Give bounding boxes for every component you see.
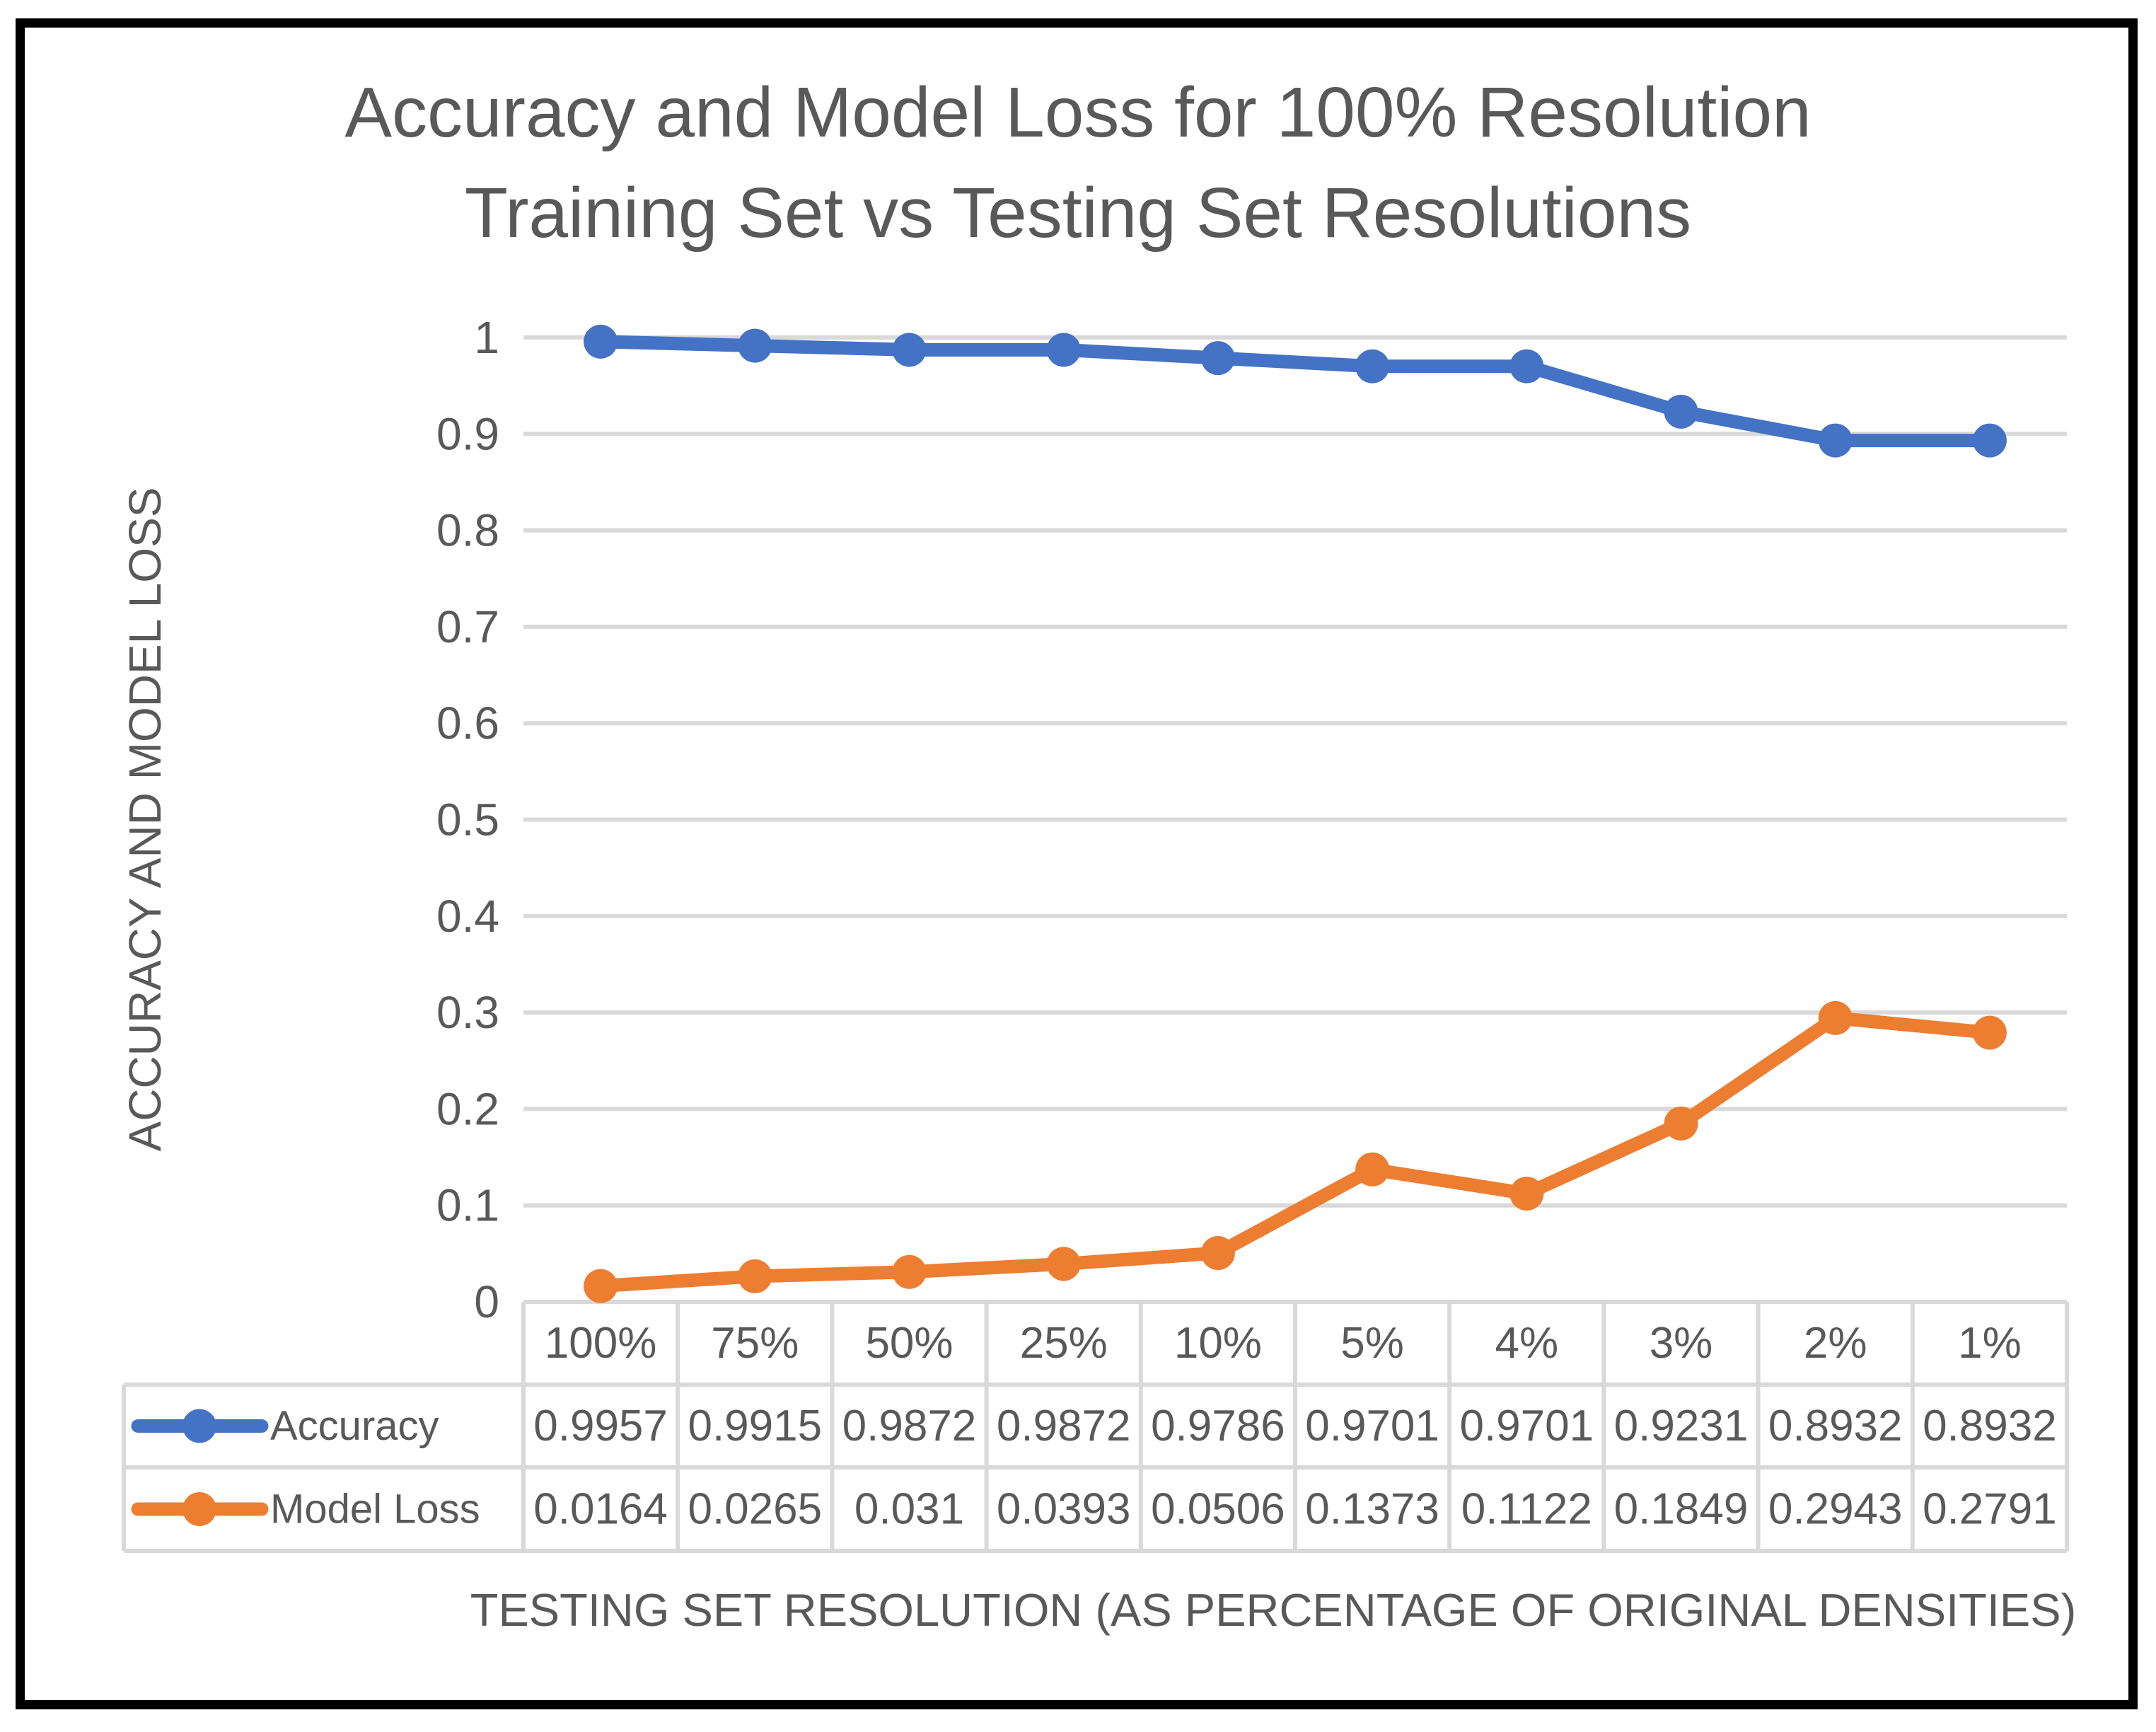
x-category-label: 5% [1340, 1319, 1404, 1368]
data-point [1972, 423, 2007, 458]
table-value: 0.1849 [1614, 1485, 1749, 1534]
data-point [1664, 394, 1698, 429]
data-point [1046, 1247, 1081, 1281]
legend-label: Accuracy [270, 1403, 439, 1449]
table-value: 0.0164 [533, 1485, 668, 1534]
legend-key-marker [182, 1409, 216, 1443]
table-value: 0.031 [854, 1485, 964, 1534]
data-point [1972, 1015, 2007, 1050]
table-value: 0.0506 [1151, 1485, 1285, 1534]
table-value: 0.9786 [1151, 1402, 1285, 1450]
y-tick-label: 0.7 [436, 601, 499, 652]
data-point [892, 333, 927, 367]
chart-title-line-2: Training Set vs Testing Set Resolutions [464, 173, 1692, 253]
x-category-label: 3% [1650, 1319, 1713, 1368]
y-tick-label: 0.2 [436, 1083, 499, 1134]
x-category-label: 4% [1495, 1319, 1558, 1368]
data-point [738, 1259, 772, 1293]
y-tick-label: 0.6 [436, 698, 499, 749]
y-tick-label: 0.9 [436, 408, 499, 459]
table-value: 0.9957 [533, 1402, 668, 1450]
y-tick-label: 1 [474, 312, 499, 363]
y-tick-label: 0 [474, 1276, 499, 1327]
data-point [1355, 1152, 1390, 1187]
data-point [1818, 1000, 1853, 1035]
data-point [1046, 333, 1081, 367]
data-point [1509, 349, 1544, 383]
table-value: 0.9701 [1459, 1402, 1594, 1450]
table-value: 0.9231 [1614, 1402, 1749, 1450]
table-value: 0.0265 [688, 1485, 822, 1534]
y-tick-label: 0.1 [436, 1180, 499, 1231]
chart-title-line-1: Accuracy and Model Loss for 100% Resolut… [344, 73, 1812, 152]
data-point [1200, 341, 1235, 376]
data-point [1509, 1177, 1544, 1211]
y-tick-label: 0.3 [436, 987, 499, 1038]
data-point [584, 324, 618, 359]
data-point [738, 328, 772, 363]
chart-outer-border [16, 18, 2138, 1709]
chart-title: Accuracy and Model Loss for 100% Resolut… [0, 62, 2156, 263]
table-value: 0.1122 [1461, 1485, 1592, 1534]
table-value: 0.8932 [1768, 1402, 1903, 1450]
table-value: 0.1373 [1305, 1485, 1439, 1534]
x-category-label: 25% [1020, 1319, 1108, 1368]
table-value: 0.2791 [1923, 1485, 2057, 1534]
data-point [584, 1269, 618, 1303]
x-category-label: 2% [1804, 1319, 1867, 1368]
y-tick-label: 0.8 [436, 505, 499, 556]
legend-key-marker [182, 1492, 216, 1526]
table-value: 0.9915 [688, 1402, 822, 1450]
x-category-label: 10% [1174, 1319, 1262, 1368]
data-point [1664, 1106, 1698, 1141]
y-tick-label: 0.5 [436, 795, 499, 845]
table-value: 0.9872 [842, 1402, 977, 1450]
y-tick-label: 0.4 [436, 891, 499, 942]
x-category-label: 75% [711, 1319, 799, 1368]
data-point [1818, 423, 1853, 458]
data-point [892, 1254, 927, 1289]
x-axis-title: TESTING SET RESOLUTION (AS PERCENTAGE OF… [470, 1584, 2077, 1636]
series-line-model-loss [593, 1011, 1997, 1293]
table-value: 0.2943 [1768, 1485, 1903, 1534]
series-line-accuracy [593, 335, 1997, 448]
table-value: 0.9872 [997, 1402, 1131, 1450]
data-point [1200, 1236, 1235, 1271]
table-value: 0.8932 [1923, 1402, 2057, 1450]
table-value: 0.9701 [1305, 1402, 1439, 1450]
x-category-label: 100% [545, 1319, 657, 1368]
table-value: 0.0393 [997, 1485, 1131, 1534]
x-category-label: 1% [1958, 1319, 2022, 1368]
data-point [1355, 349, 1390, 383]
legend-label: Model Loss [270, 1486, 480, 1532]
x-category-label: 50% [865, 1319, 953, 1368]
